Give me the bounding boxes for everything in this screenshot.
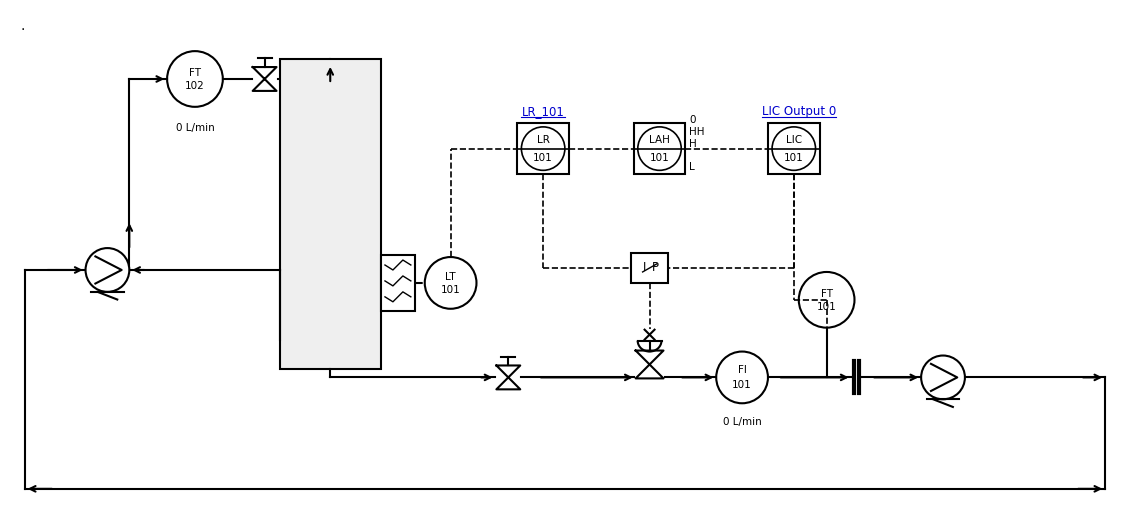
Text: LR: LR	[536, 135, 550, 145]
Text: LIC: LIC	[786, 135, 802, 145]
Text: 101: 101	[784, 153, 803, 163]
Text: 101: 101	[650, 153, 669, 163]
Circle shape	[716, 351, 768, 403]
Bar	[634, 123, 685, 174]
Text: 101: 101	[733, 381, 752, 391]
Text: 0 L/min: 0 L/min	[176, 123, 215, 132]
Text: FI: FI	[737, 366, 746, 375]
Text: 102: 102	[185, 81, 204, 91]
Text: 101: 101	[533, 153, 553, 163]
Bar	[768, 123, 820, 174]
Text: 101: 101	[817, 302, 836, 312]
Text: LR_101: LR_101	[521, 105, 565, 118]
Text: P: P	[652, 261, 659, 275]
Bar	[381, 255, 415, 311]
Text: FT: FT	[820, 289, 833, 299]
Bar	[517, 123, 569, 174]
Bar	[279, 59, 381, 369]
Text: .: .	[20, 19, 25, 33]
Text: LIC Output 0: LIC Output 0	[761, 105, 836, 118]
Text: HH: HH	[690, 127, 704, 137]
Text: 0: 0	[690, 115, 696, 125]
Circle shape	[85, 248, 130, 292]
Circle shape	[921, 356, 964, 399]
Text: LT: LT	[445, 272, 456, 282]
Text: FT: FT	[189, 68, 201, 78]
Text: L: L	[690, 163, 695, 172]
Text: I: I	[643, 261, 646, 275]
Text: LAH: LAH	[649, 135, 670, 145]
Text: 101: 101	[441, 285, 460, 295]
Text: H: H	[690, 139, 698, 149]
Text: 0 L/min: 0 L/min	[722, 417, 761, 427]
Bar	[630, 253, 668, 283]
